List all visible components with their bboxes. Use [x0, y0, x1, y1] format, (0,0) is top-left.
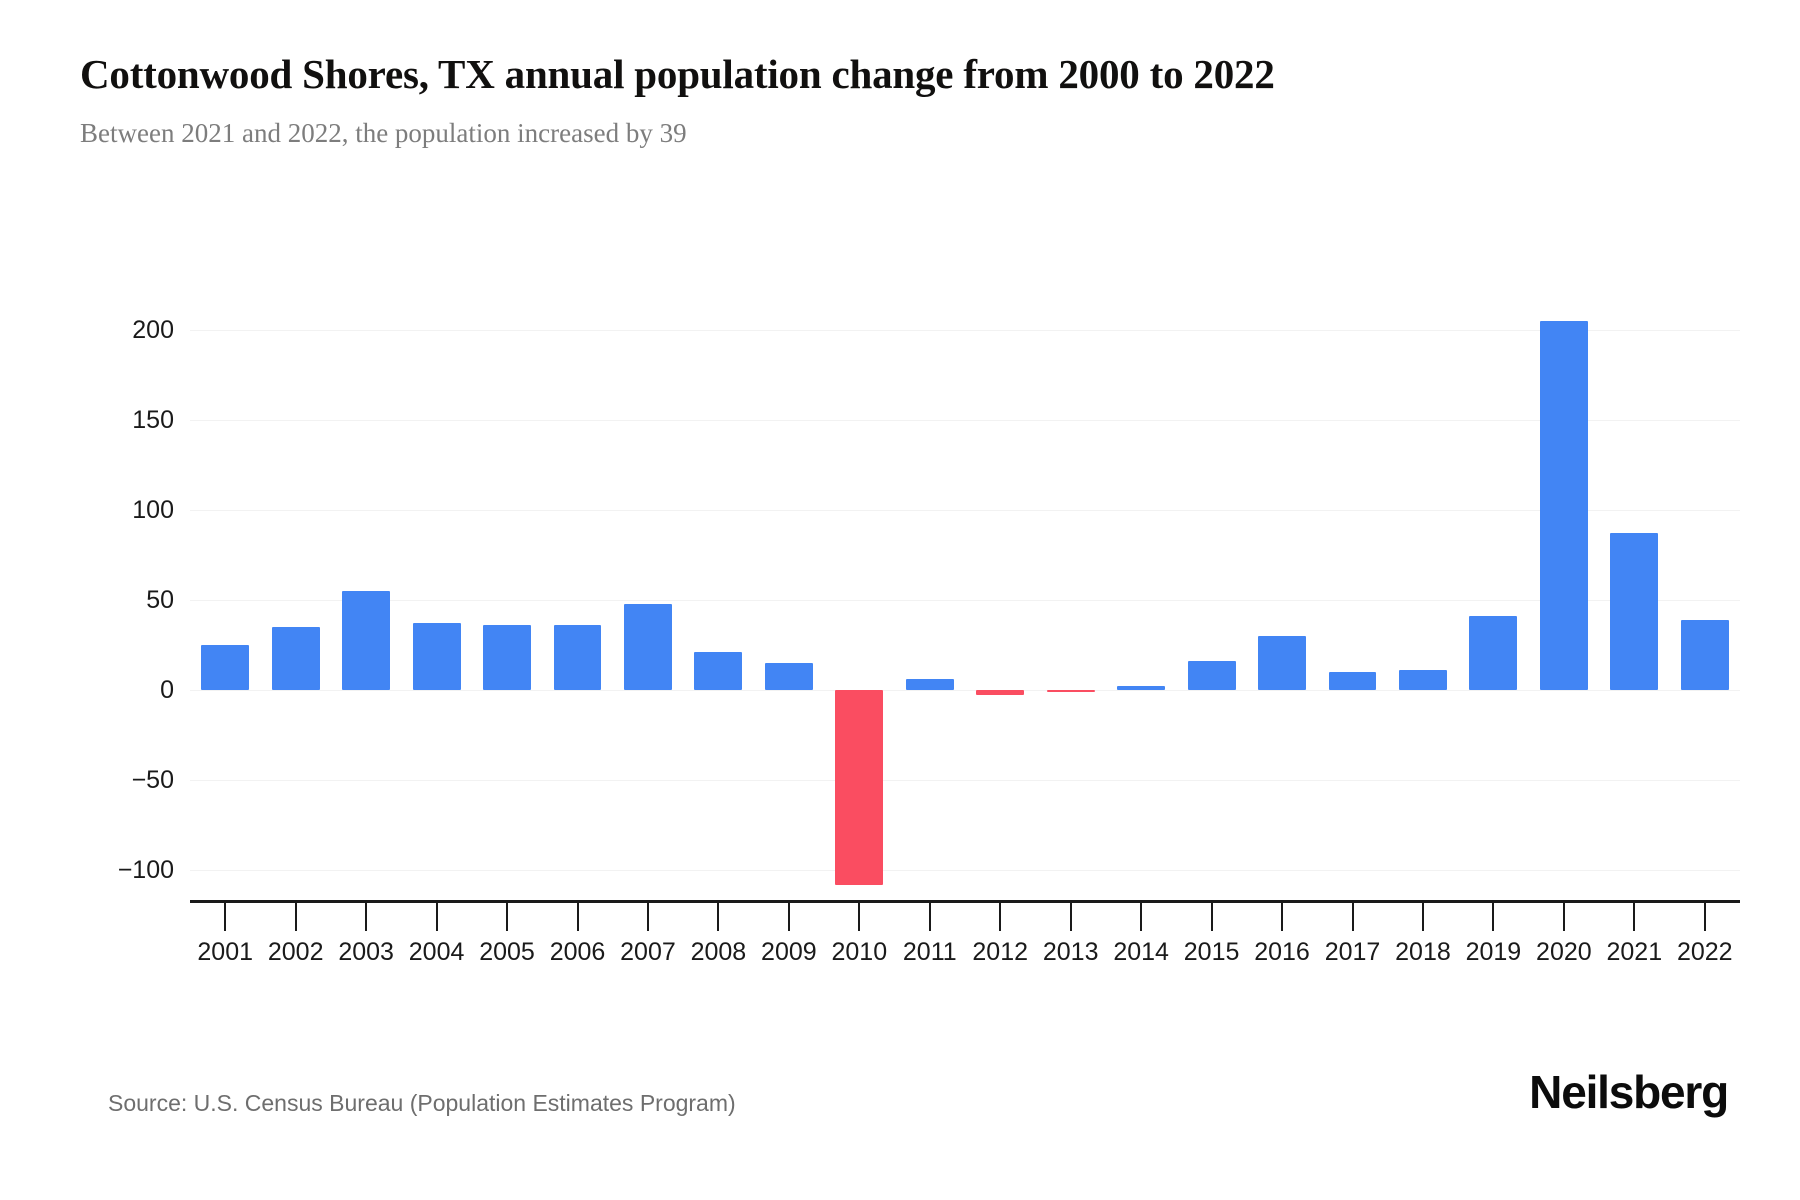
x-axis-tick-2006	[576, 903, 579, 931]
x-axis-label-2006: 2006	[549, 938, 606, 966]
x-axis-tick-2017	[1351, 903, 1354, 931]
bar-2003[interactable]	[342, 590, 391, 691]
bar-2001[interactable]	[201, 645, 250, 691]
x-axis-tick-2022	[1703, 903, 1706, 931]
x-axis-label-2020: 2020	[1536, 938, 1592, 966]
bar-2007[interactable]	[624, 603, 672, 691]
bar-2017[interactable]	[1328, 672, 1377, 691]
x-axis-tick-2021	[1633, 903, 1636, 931]
x-axis-label-2002: 2002	[267, 938, 324, 966]
x-axis-label-2018: 2018	[1395, 938, 1451, 966]
x-axis-tick-2016	[1281, 903, 1284, 931]
x-axis-tick-2002	[294, 903, 297, 931]
x-axis-tick-2015	[1210, 903, 1213, 931]
x-axis-label-2013: 2013	[1042, 938, 1099, 966]
x-axis-label-2014: 2014	[1113, 938, 1169, 966]
x-axis-label-2019: 2019	[1465, 938, 1522, 966]
bar-2011[interactable]	[905, 679, 954, 691]
bar-2018[interactable]	[1399, 670, 1447, 691]
bar-2010[interactable]	[835, 690, 884, 885]
x-axis-tick-2003	[365, 903, 368, 931]
bar-2012[interactable]	[976, 690, 1025, 696]
x-axis-label-2021: 2021	[1606, 938, 1663, 966]
x-axis-label-2007: 2007	[620, 938, 676, 966]
x-axis-label-2001: 2001	[197, 938, 254, 966]
bar-2004[interactable]	[412, 623, 461, 691]
x-axis-label-2012: 2012	[972, 938, 1029, 966]
bar-2013[interactable]	[1046, 690, 1095, 693]
x-axis-tick-2018	[1421, 903, 1424, 931]
plot-region: 200 150 100 50 0 −50 −100 2001 2002 2003 2004 2005 2…	[118, 300, 1740, 966]
x-axis-tick-2004	[435, 903, 438, 931]
x-axis-tick-2008	[717, 903, 720, 931]
x-axis-label-2022: 2022	[1676, 938, 1733, 966]
bar-2009[interactable]	[764, 663, 813, 691]
x-axis-tick-2005	[506, 903, 509, 931]
bar-2019[interactable]	[1469, 616, 1518, 691]
gridline-0	[190, 690, 1740, 692]
x-axis-tick-2013	[1069, 903, 1072, 931]
bar-2016[interactable]	[1258, 636, 1306, 691]
y-axis-label: 50	[146, 586, 174, 614]
x-axis-tick-2007	[646, 903, 649, 931]
x-axis-label-2010: 2010	[831, 938, 888, 966]
x-axis-tick-2012	[999, 903, 1002, 931]
bar-2014[interactable]	[1117, 686, 1166, 691]
y-axis-label: 200	[132, 315, 174, 344]
gridline-50	[190, 600, 1740, 601]
x-axis-tick-2001	[224, 903, 227, 931]
bar-2015[interactable]	[1187, 661, 1236, 691]
bar-2002[interactable]	[271, 627, 320, 691]
bar-2021[interactable]	[1610, 533, 1659, 691]
bar-2020[interactable]	[1539, 320, 1588, 691]
x-axis-label-2008: 2008	[690, 938, 747, 966]
y-axis-label: −100	[117, 856, 174, 885]
gridline-200	[190, 329, 1740, 331]
source-note: Source: U.S. Census Bureau (Population E…	[108, 1090, 736, 1116]
x-axis-tick-2009	[787, 903, 790, 931]
x-axis-label-2017: 2017	[1324, 938, 1381, 966]
x-axis-label-2003: 2003	[338, 938, 394, 966]
x-axis-label-2016: 2016	[1254, 938, 1310, 966]
x-axis-label-2009: 2009	[761, 938, 817, 966]
y-axis-label: 150	[132, 405, 174, 434]
x-axis-tick-2019	[1492, 903, 1495, 931]
x-axis-label-2015: 2015	[1183, 938, 1240, 966]
gridline-neg100	[190, 870, 1740, 872]
x-axis-label-2005: 2005	[479, 938, 535, 966]
bar-2006[interactable]	[553, 625, 602, 691]
bar-2008[interactable]	[694, 652, 743, 691]
gridline-150	[190, 419, 1740, 421]
page-subtitle: Between 2021 and 2022, the population in…	[80, 118, 687, 148]
brand-logo: Neilsberg	[1529, 1066, 1729, 1118]
x-axis-tick-2014	[1140, 903, 1143, 931]
x-axis-tick-2010	[858, 903, 861, 931]
x-axis-label-2004: 2004	[408, 938, 465, 966]
bar-2005[interactable]	[483, 625, 531, 691]
page-title: Cottonwood Shores, TX annual population …	[80, 51, 1275, 97]
y-axis-label: 100	[132, 495, 174, 524]
y-axis-label: −50	[131, 766, 174, 795]
x-axis-tick-2020	[1562, 903, 1565, 931]
x-axis-label-2011: 2011	[902, 938, 957, 966]
bar-2022[interactable]	[1680, 619, 1729, 691]
x-axis-tick-2011	[928, 903, 931, 931]
y-axis-label: 0	[160, 676, 174, 705]
x-axis-line	[190, 900, 1740, 903]
gridline-neg50	[190, 780, 1740, 782]
gridline-100	[190, 509, 1740, 511]
